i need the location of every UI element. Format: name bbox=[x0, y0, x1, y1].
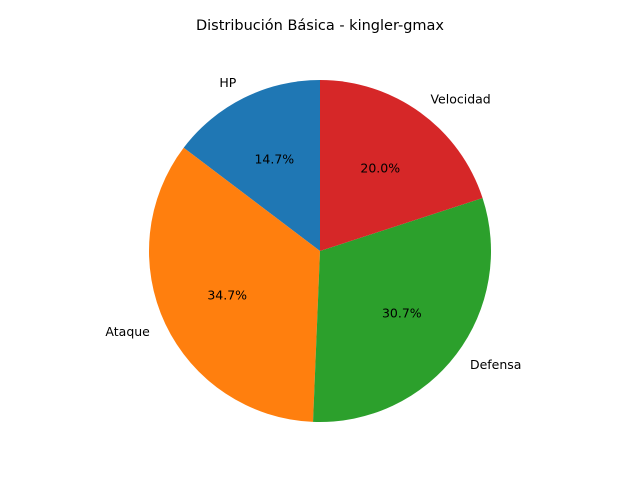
pie-slice-defensa bbox=[313, 197, 491, 423]
pie-slices bbox=[148, 80, 491, 423]
pct-label-defensa: 30.7% bbox=[382, 305, 422, 320]
slice-label-hp: HP bbox=[219, 75, 236, 90]
pie-slice-velocidad bbox=[320, 80, 483, 251]
chart-title: Distribución Básica - kingler-gmax bbox=[196, 18, 444, 34]
slice-label-ataque: Ataque bbox=[105, 324, 150, 339]
pie-slice-hp bbox=[183, 80, 320, 251]
slice-label-velocidad: Velocidad bbox=[430, 91, 490, 106]
pct-label-velocidad: 20.0% bbox=[360, 160, 400, 175]
pie-slice-ataque bbox=[148, 147, 320, 422]
slice-label-defensa: Defensa bbox=[470, 357, 522, 372]
pct-label-hp: 14.7% bbox=[254, 152, 294, 167]
pie-labels: HP 14.7% Ataque 34.7% Defensa 30.7% Velocidad 2… bbox=[105, 75, 521, 372]
pct-label-ataque: 34.7% bbox=[207, 287, 247, 302]
